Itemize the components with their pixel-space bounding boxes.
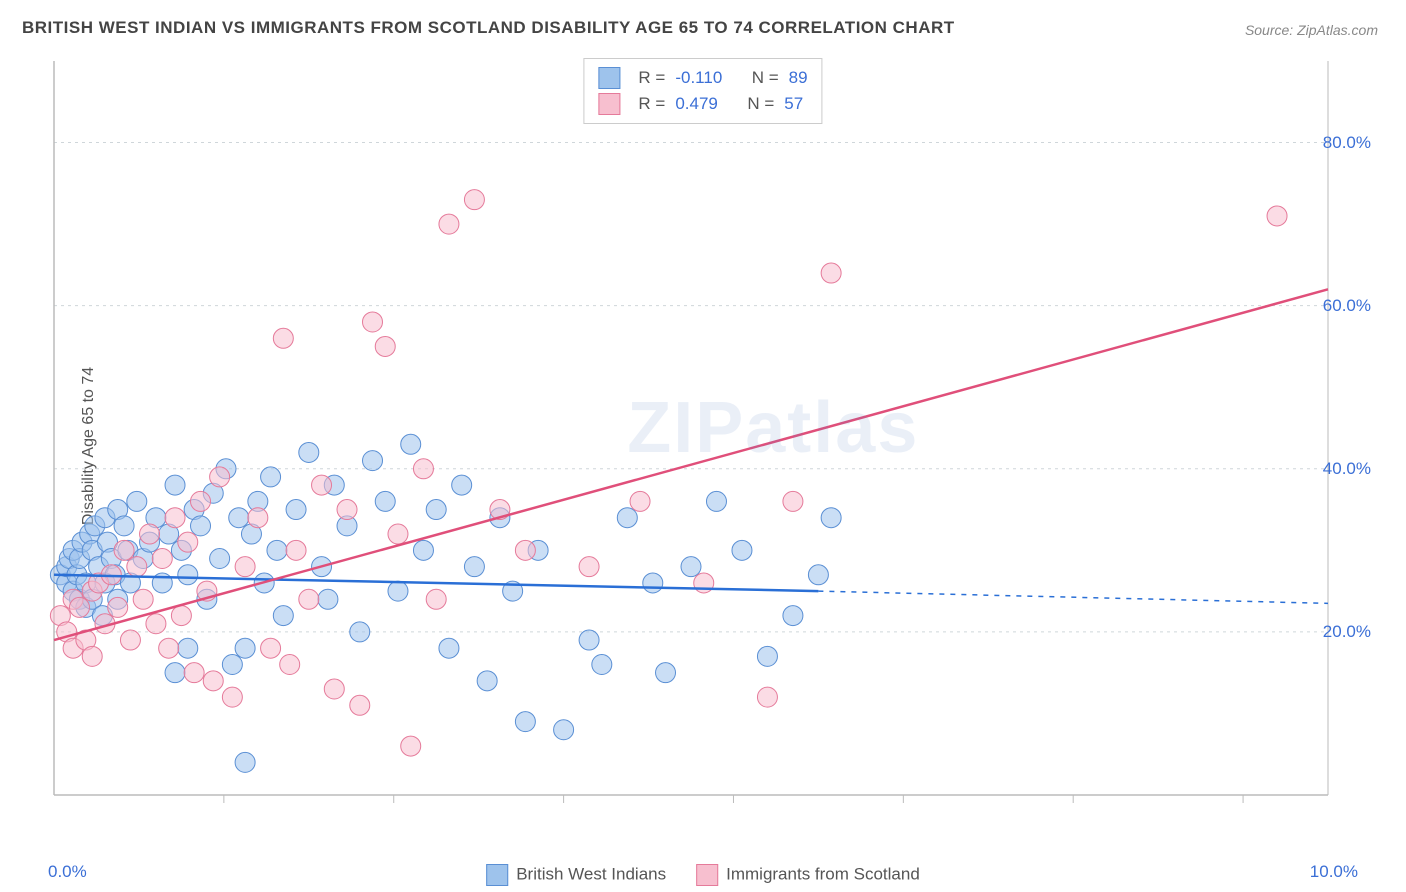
legend-label: Immigrants from Scotland	[726, 864, 920, 883]
n-value: 89	[789, 68, 808, 88]
x-tick-max: 10.0%	[1310, 862, 1358, 882]
bottom-legend: British West Indians Immigrants from Scot…	[486, 864, 920, 886]
y-tick-label: 60.0%	[1323, 296, 1371, 316]
y-tick-label: 20.0%	[1323, 622, 1371, 642]
r-value: -0.110	[675, 68, 722, 88]
correlation-legend: R =-0.110 N =89R =0.479 N =57	[583, 58, 822, 124]
legend-swatch	[696, 864, 718, 886]
legend-swatch	[598, 67, 620, 89]
x-tick-min: 0.0%	[48, 862, 87, 882]
n-label: N =	[747, 94, 774, 114]
r-label: R =	[638, 68, 665, 88]
legend-swatch	[486, 864, 508, 886]
legend-label: British West Indians	[516, 864, 666, 883]
r-label: R =	[638, 94, 665, 114]
legend-item: British West Indians	[486, 864, 666, 886]
y-tick-label: 80.0%	[1323, 133, 1371, 153]
chart-title: BRITISH WEST INDIAN VS IMMIGRANTS FROM S…	[22, 18, 955, 38]
n-label: N =	[752, 68, 779, 88]
legend-swatch	[598, 93, 620, 115]
n-value: 57	[784, 94, 803, 114]
r-value: 0.479	[675, 94, 718, 114]
scatter-plot	[48, 55, 1358, 825]
legend-item: Immigrants from Scotland	[696, 864, 920, 886]
correlation-legend-row: R = -0.110 N = 89	[598, 65, 807, 91]
correlation-legend-row: R = 0.479 N = 57	[598, 91, 807, 117]
y-tick-label: 40.0%	[1323, 459, 1371, 479]
source-attribution: Source: ZipAtlas.com	[1245, 22, 1378, 38]
